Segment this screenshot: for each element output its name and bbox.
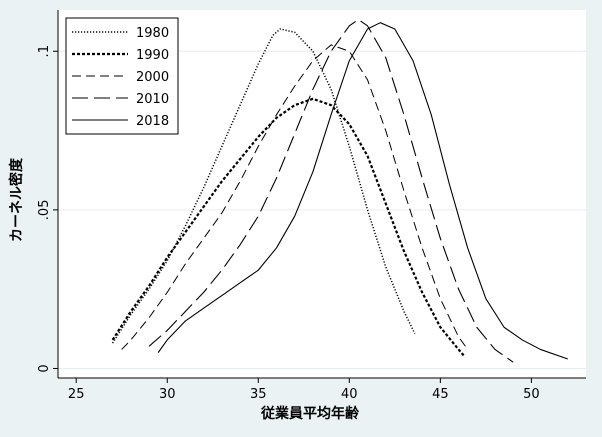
density-line-2000: [121, 44, 469, 350]
y-tick-label: 0: [37, 364, 52, 372]
legend-label-2018: 2018: [136, 114, 169, 129]
legend-label-1990: 1990: [136, 48, 169, 63]
density-lines: [111, 18, 568, 363]
density-line-2018: [157, 22, 568, 360]
x-tick-label: 50: [523, 387, 540, 402]
x-tick-label: 40: [341, 387, 358, 402]
x-tick-label: 30: [159, 387, 176, 402]
y-tick-label: .1: [37, 45, 52, 57]
density-line-1990: [111, 97, 465, 357]
axes: [57, 10, 586, 379]
y-axis-ticks: 0 .05 .1: [37, 45, 58, 373]
density-line-2010: [148, 18, 514, 363]
y-axis-title: カーネル密度: [8, 157, 25, 242]
x-axis-title: 従業員平均年齢: [260, 405, 360, 422]
x-tick-label: 25: [68, 387, 85, 402]
legend: 1980 1990 2000 2010 2018: [65, 17, 179, 135]
x-tick-label: 35: [250, 387, 267, 402]
x-axis-ticks: 25 30 35 40 45 50: [68, 378, 540, 402]
legend-label-1980: 1980: [136, 26, 169, 41]
legend-label-2010: 2010: [136, 92, 169, 107]
legend-label-2000: 2000: [136, 70, 169, 85]
y-tick-label: .05: [37, 200, 52, 221]
x-tick-label: 45: [432, 387, 449, 402]
